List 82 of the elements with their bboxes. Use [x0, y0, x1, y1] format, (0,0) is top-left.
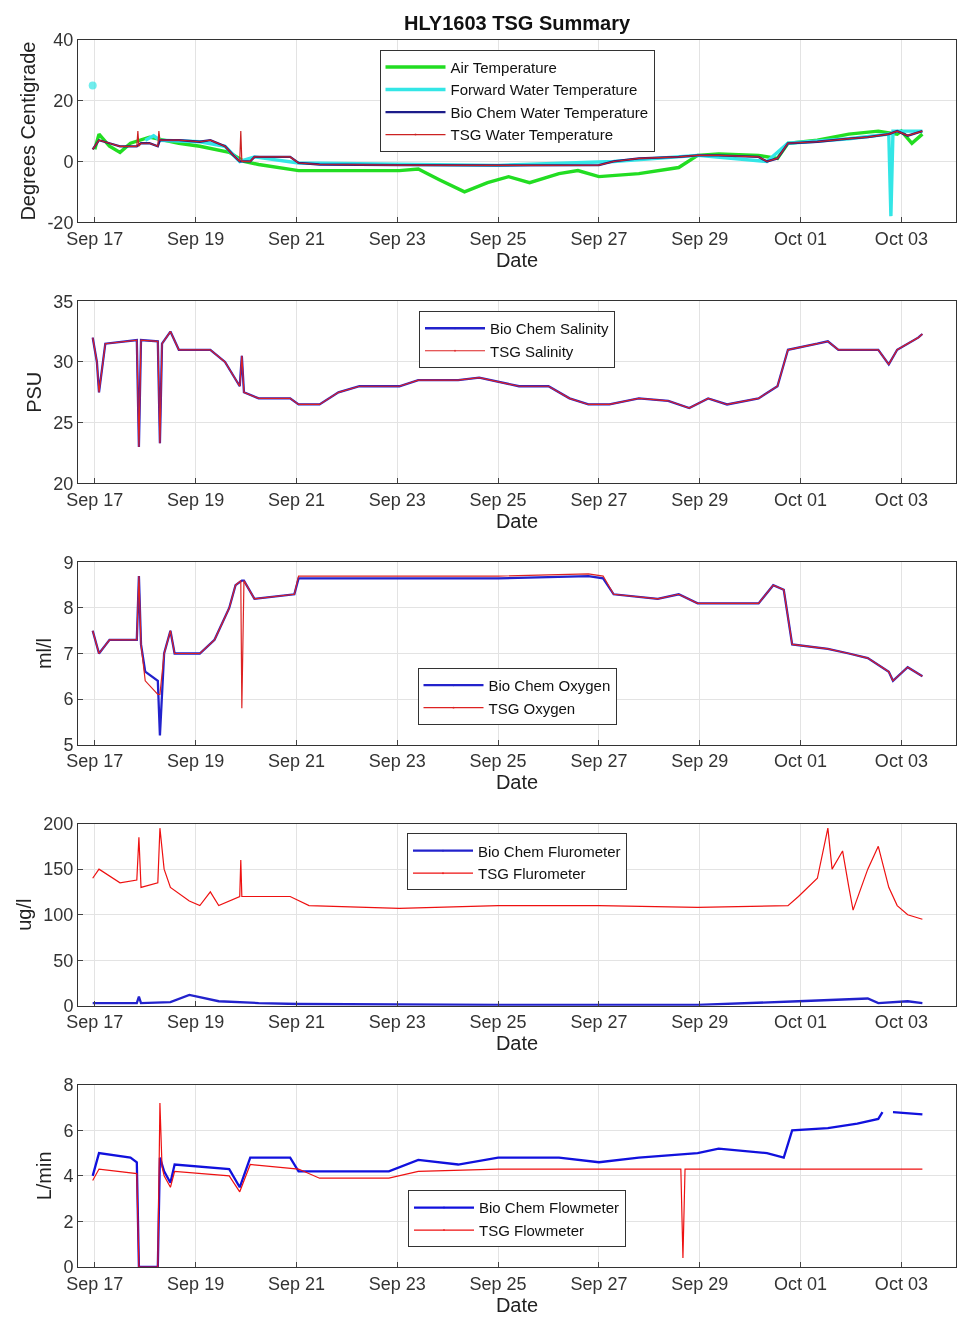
x-tick-label: Sep 29	[671, 751, 729, 772]
y-tick-label: 150	[43, 859, 74, 880]
x-tick-label: Sep 23	[368, 751, 426, 772]
x-tick-label: Sep 19	[167, 751, 225, 772]
x-tick-label: Sep 19	[167, 1012, 225, 1033]
x-tick-label: Sep 27	[570, 1012, 628, 1033]
y-tick-label: 9	[63, 552, 74, 573]
x-tick-label: Sep 21	[267, 1273, 325, 1294]
y-axis-title: L/min	[32, 1151, 55, 1201]
y-tick-label: 35	[53, 291, 74, 312]
x-tick-label: Sep 27	[570, 490, 628, 510]
y-tick-label: 6	[63, 1120, 74, 1141]
x-axis-title: Date	[495, 510, 539, 532]
x-tick-label: Oct 03	[874, 490, 928, 510]
x-tick-label: Sep 23	[368, 1012, 426, 1033]
x-tick-label: Sep 19	[167, 1273, 225, 1294]
x-tick-label: Oct 01	[774, 490, 828, 510]
x-tick-label: Sep 29	[671, 1273, 729, 1294]
legend-label: Bio Chem Flowmeter	[479, 1199, 620, 1217]
x-tick-label: Sep 29	[671, 490, 729, 510]
legend-label: Bio Chem Salinity	[490, 320, 609, 338]
y-tick-label: 6	[63, 689, 74, 710]
y-tick-label: 8	[63, 598, 74, 619]
x-axis-title: Date	[495, 1293, 539, 1316]
y-axis-title: PSU	[22, 371, 45, 413]
legend-label: TSG Flowmeter	[479, 1221, 585, 1239]
y-tick-label: 20	[53, 91, 74, 112]
x-axis-title: Date	[495, 771, 539, 794]
x-tick-label: Sep 21	[267, 1012, 325, 1033]
y-tick-label: 100	[43, 905, 74, 925]
x-tick-label: Oct 01	[774, 751, 828, 772]
x-tick-label: Oct 01	[774, 228, 828, 249]
legend-label: Bio Chem Oxygen	[488, 677, 611, 695]
legend-label: Bio Chem Water Temperature	[450, 103, 649, 121]
y-tick-label: 200	[43, 813, 74, 834]
x-tick-label: Oct 03	[874, 1273, 928, 1294]
x-tick-label: Oct 03	[874, 228, 928, 249]
x-tick-label: Sep 19	[167, 490, 225, 510]
x-tick-label: Sep 21	[267, 228, 325, 249]
legend-label: TSG Oxygen	[488, 699, 576, 717]
y-tick-label: 4	[63, 1166, 74, 1187]
x-axis-title: Date	[495, 1032, 539, 1055]
y-axis-title: ug/l	[12, 898, 35, 931]
x-tick-label: Sep 23	[368, 490, 426, 510]
x-tick-label: Sep 25	[469, 751, 527, 772]
x-tick-label: Sep 19	[167, 228, 225, 249]
x-tick-label: Sep 25	[469, 490, 527, 510]
legend-label: Air Temperature	[450, 58, 557, 76]
legend-label: TSG Salinity	[490, 342, 574, 360]
x-tick-label: Sep 23	[368, 1273, 426, 1294]
y-tick-label: 30	[53, 352, 74, 373]
y-tick-label: 25	[53, 412, 74, 433]
y-axis-title: Degrees Centigrade	[16, 41, 39, 221]
x-tick-label: Sep 29	[671, 1012, 729, 1033]
x-axis-title: Date	[495, 248, 539, 271]
y-tick-label: 50	[53, 950, 74, 971]
y-axis-title: ml/l	[32, 637, 55, 670]
x-tick-label: Oct 01	[774, 1012, 828, 1033]
x-tick-label: Sep 27	[570, 1273, 628, 1294]
x-tick-label: Oct 03	[874, 1012, 928, 1033]
y-tick-label: 40	[53, 30, 74, 51]
legend-label: TSG Water Temperature	[450, 126, 614, 144]
x-tick-label: Sep 23	[368, 228, 426, 249]
x-tick-label: Sep 27	[570, 751, 628, 772]
x-tick-label: Oct 01	[774, 1273, 828, 1294]
x-tick-label: Sep 29	[671, 228, 729, 249]
x-tick-label: Sep 25	[469, 228, 527, 249]
x-tick-label: Sep 25	[469, 1012, 527, 1033]
legend-label: TSG Flurometer	[478, 865, 586, 883]
chart-title: HLY1603 TSG Summary	[404, 12, 631, 34]
x-tick-label: Sep 21	[267, 490, 325, 510]
x-tick-label: Oct 03	[874, 751, 928, 772]
y-tick-label: 8	[63, 1075, 74, 1096]
legend-label: Forward Water Temperature	[450, 81, 638, 99]
x-tick-label: Sep 21	[267, 751, 325, 772]
y-tick-label: 2	[63, 1211, 74, 1232]
x-tick-label: Sep 27	[570, 228, 628, 249]
legend-label: Bio Chem Flurometer	[478, 842, 621, 860]
x-tick-label: Sep 17	[66, 1012, 124, 1033]
y-tick-label: 7	[63, 643, 74, 664]
y-tick-label: 0	[63, 151, 74, 172]
x-tick-label: Sep 25	[469, 1273, 527, 1294]
